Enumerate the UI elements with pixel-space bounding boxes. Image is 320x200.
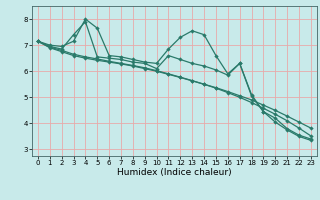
- X-axis label: Humidex (Indice chaleur): Humidex (Indice chaleur): [117, 168, 232, 177]
